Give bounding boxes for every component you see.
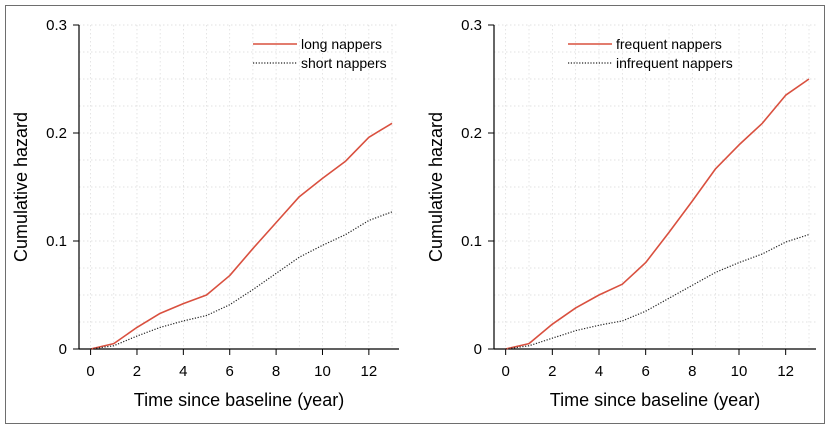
y-tick-label: 0.3 <box>46 17 67 34</box>
chart-panel-2: 0 2 4 6 8 10 12 0 0.1 0.2 0.3 Time since baseline (… <box>426 17 816 410</box>
x-tick-label: 12 <box>777 363 794 380</box>
x-tick-label: 0 <box>501 363 509 380</box>
series-line-infrequent-nappers <box>505 233 810 350</box>
x-tick-label: 6 <box>641 363 649 380</box>
series-line-long-nappers <box>90 122 393 350</box>
x-axis-title: Time since baseline (year) <box>550 390 760 410</box>
legend: frequent nappers infrequent nappers <box>568 36 733 71</box>
y-tick-label: 0 <box>59 341 67 358</box>
series-line-short-nappers <box>90 211 393 350</box>
chart-panel-1: 0 2 4 6 8 10 12 0 0.1 0.2 0.3 Time since baseline (… <box>11 17 399 410</box>
charts-layer: 0 2 4 6 8 10 12 0 0.1 0.2 0.3 Time since baseline (… <box>11 17 816 410</box>
grid <box>79 24 399 349</box>
y-tick-label: 0.2 <box>46 125 67 142</box>
x-tick-label: 10 <box>314 363 331 380</box>
x-tick-label: 2 <box>133 363 141 380</box>
y-tick-label: 0.2 <box>461 125 482 142</box>
legend: long nappers short nappers <box>253 36 387 71</box>
x-tick-label: 8 <box>272 363 280 380</box>
x-tick-label: 12 <box>361 363 378 380</box>
legend-label: short nappers <box>301 55 387 71</box>
x-tick-label: 10 <box>731 363 748 380</box>
x-tick-label: 8 <box>688 363 696 380</box>
x-tick-label: 6 <box>226 363 234 380</box>
x-tick-label: 2 <box>548 363 556 380</box>
legend-label: infrequent nappers <box>616 55 733 71</box>
legend-label: long nappers <box>301 36 382 52</box>
grid <box>494 24 816 349</box>
y-axis-title: Cumulative hazard <box>426 112 446 262</box>
y-tick-label: 0.1 <box>461 233 482 250</box>
x-tick-label: 0 <box>86 363 94 380</box>
x-tick-label: 4 <box>179 363 187 380</box>
y-tick-label: 0 <box>474 341 482 358</box>
y-axis-title: Cumulative hazard <box>11 112 31 262</box>
legend-label: frequent nappers <box>616 36 722 52</box>
series-line-frequent-nappers <box>505 78 810 350</box>
x-tick-label: 4 <box>595 363 603 380</box>
y-tick-label: 0.3 <box>461 17 482 34</box>
y-tick-label: 0.1 <box>46 233 67 250</box>
figure-border <box>5 5 825 424</box>
x-axis-title: Time since baseline (year) <box>134 390 344 410</box>
